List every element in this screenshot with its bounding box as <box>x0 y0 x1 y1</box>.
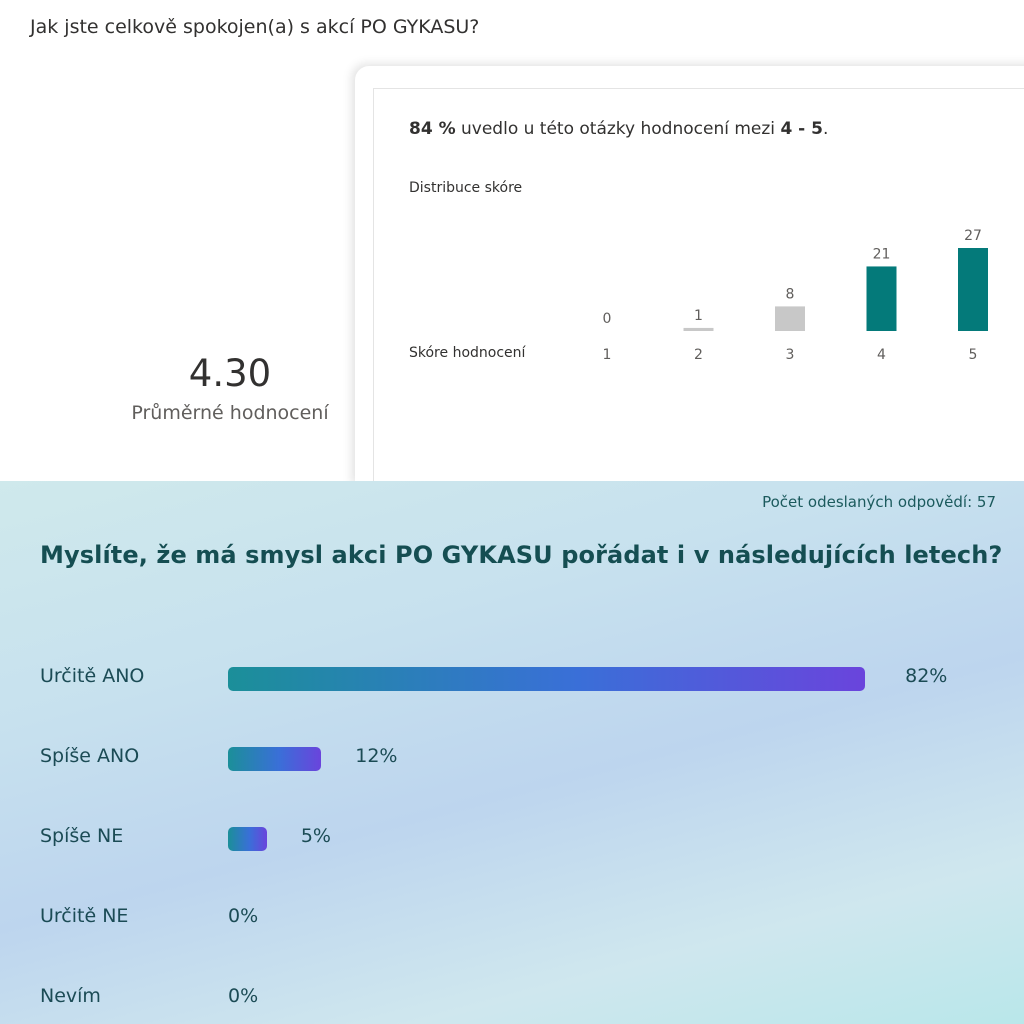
poll-option-percent: 0% <box>228 905 259 927</box>
poll-option-row: Určitě NE 0% <box>0 897 1024 937</box>
score-bar-value: 0 <box>603 311 612 327</box>
poll-option-percent: 0% <box>228 985 259 1007</box>
score-bar <box>958 248 988 331</box>
poll-option-row: Nevím 0% <box>0 977 1024 1017</box>
score-tick-label: 3 <box>786 347 795 363</box>
score-tick-label: 5 <box>969 347 978 363</box>
average-rating-value: 4.30 <box>188 352 272 395</box>
poll-option-row: Spíše NE 5% <box>0 817 1024 857</box>
summary-end: . <box>823 119 829 139</box>
rating-summary: 84 % uvedlo u této otázky hodnocení mezi… <box>409 119 828 139</box>
poll-option-row: Spíše ANO 12% <box>0 737 1024 777</box>
chart-title: Distribuce skóre <box>409 180 523 196</box>
poll-option-row: Určitě ANO 82% <box>0 657 1024 697</box>
card-inner-frame <box>373 88 1024 486</box>
poll-option-label: Určitě NE <box>40 905 129 927</box>
poll-option-label: Určitě ANO <box>40 665 145 687</box>
poll-option-label: Spíše ANO <box>40 745 140 767</box>
poll-option-label: Spíše NE <box>40 825 124 847</box>
average-rating-block: 4.30 Průměrné hodnocení <box>100 352 360 424</box>
question-title: Jak jste celkově spokojen(a) s akcí PO G… <box>30 16 480 38</box>
poll-option-percent: 12% <box>355 745 398 767</box>
score-bar-value: 27 <box>964 228 982 244</box>
score-tick-label: 2 <box>694 347 703 363</box>
poll-option-bar <box>228 747 322 771</box>
score-bar-value: 8 <box>786 286 795 302</box>
poll-option-label: Nevím <box>40 985 101 1007</box>
average-rating-label: Průměrné hodnocení <box>131 402 329 424</box>
score-bar <box>866 266 897 331</box>
poll-option-bar <box>228 827 267 851</box>
score-bar-value: 1 <box>694 308 703 324</box>
summary-range: 4 - 5 <box>780 119 823 139</box>
poll-option-percent: 5% <box>300 825 331 847</box>
summary-text: uvedlo u této otázky hodnocení mezi <box>455 119 781 139</box>
summary-percent: 84 % <box>409 119 456 139</box>
score-bar-value: 21 <box>873 246 891 262</box>
score-bar <box>775 306 805 331</box>
score-distribution-card <box>355 66 1024 486</box>
score-bar <box>683 327 714 331</box>
response-count: Počet odeslaných odpovědí: 57 <box>762 493 996 511</box>
score-distribution-chart: 0 1 1 2 8 3 21 4 27 5 <box>603 228 988 363</box>
x-axis-label: Skóre hodnocení <box>409 345 526 361</box>
poll-option-percent: 82% <box>905 665 948 687</box>
poll-question-title: Myslíte, že má smysl akci PO GYKASU pořá… <box>40 541 1003 569</box>
score-tick-label: 1 <box>603 347 612 363</box>
poll-result-panel: Počet odeslaných odpovědí: 57 Myslíte, ž… <box>0 481 1024 1024</box>
rating-question-panel: Jak jste celkově spokojen(a) s akcí PO G… <box>0 0 1024 486</box>
score-tick-label: 4 <box>877 347 886 363</box>
poll-option-bar <box>228 667 866 691</box>
